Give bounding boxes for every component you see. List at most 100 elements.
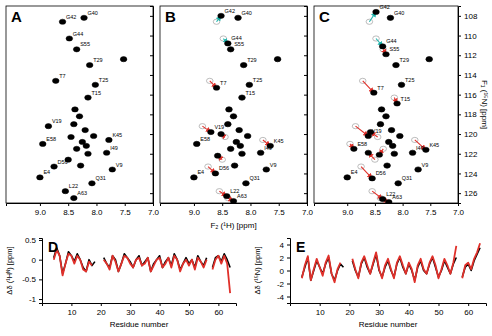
- x-axis: 102030405060: [43, 303, 237, 317]
- reference-peak: [227, 146, 234, 151]
- peak: [391, 151, 398, 156]
- tick: -2: [277, 280, 290, 289]
- axis-line: [150, 7, 154, 204]
- peak-label: A63: [392, 194, 402, 200]
- reference-peak: [398, 82, 405, 87]
- tick-label: 50: [185, 308, 194, 317]
- tick-label: 110: [464, 32, 477, 41]
- reference-peak: [384, 163, 391, 168]
- tick-mark: [304, 154, 307, 155]
- tick-label: 120: [464, 130, 478, 139]
- peak: [73, 146, 80, 151]
- plot-area: [344, 9, 433, 203]
- tick: 9.0: [35, 203, 47, 217]
- peak: [52, 78, 59, 83]
- tick-label: 8.0: [245, 208, 257, 217]
- reference-peak: [239, 151, 246, 156]
- tick-label: -2: [277, 280, 285, 289]
- tick: 8.0: [245, 203, 257, 217]
- reference-peak: [231, 163, 238, 168]
- plot-frame: [6, 6, 153, 203]
- x-axis-title: Residue number: [110, 320, 169, 329]
- peak: [76, 114, 83, 119]
- peak: [376, 152, 383, 157]
- peak: [243, 181, 250, 186]
- tick-mark: [160, 303, 161, 306]
- tick: 8.5: [63, 203, 75, 217]
- peak-label: G44: [386, 38, 396, 44]
- peak-label: V19: [372, 128, 382, 134]
- tick-label: 7.5: [425, 208, 437, 217]
- tick-mark: [287, 297, 290, 298]
- peak: [71, 195, 78, 200]
- panel-title: A: [11, 8, 22, 25]
- tick: [304, 55, 307, 56]
- y-axis: [304, 7, 308, 204]
- tick-mark: [150, 75, 153, 76]
- peak-label: T29: [93, 57, 102, 63]
- axis-line: [315, 204, 459, 207]
- peak: [393, 63, 400, 68]
- tick: [304, 75, 307, 76]
- tick-mark: [458, 154, 461, 155]
- tick: 7.5: [120, 203, 132, 217]
- tick-mark: [194, 203, 195, 206]
- peak: [230, 198, 237, 203]
- peak-labels: G42G40G44S55T29T7T25T15V19E58K45I49D56V9…: [197, 8, 283, 199]
- tick: [304, 95, 307, 96]
- tick-mark: [150, 114, 153, 115]
- tick-mark: [150, 55, 153, 56]
- peak: [109, 167, 116, 172]
- tick: [150, 154, 153, 155]
- tick-label: 108: [464, 12, 478, 21]
- peak: [415, 167, 422, 172]
- tick-label: 112: [464, 51, 477, 60]
- tick: 0: [280, 267, 290, 276]
- panel-title: E: [296, 239, 305, 255]
- peak-labels: G42G40G44S55T29T7T25T15V19E58K45I49D56V9…: [351, 4, 439, 200]
- axis-line: [287, 239, 291, 304]
- tick-label: 40: [405, 308, 414, 317]
- reference-peak: [239, 95, 246, 100]
- tick-label: 116: [464, 91, 477, 100]
- tick: 120: [458, 130, 478, 139]
- tick: 7.5: [274, 203, 286, 217]
- reference-peak: [237, 143, 244, 148]
- peak: [208, 129, 215, 134]
- tick-mark: [287, 258, 290, 259]
- tick: 60: [464, 303, 473, 317]
- tick-mark: [438, 303, 439, 306]
- axis-line: [43, 304, 237, 307]
- peak-label: E4: [43, 169, 50, 175]
- y-axis-title: F₁ (¹⁵N) [ppm]: [480, 80, 489, 129]
- tick-label: 20: [97, 308, 106, 317]
- peak: [85, 151, 92, 156]
- peak-label: K45: [112, 132, 122, 138]
- tick-label: 122: [464, 150, 478, 159]
- peak-label: E58: [357, 141, 367, 147]
- peak-label: T25: [405, 77, 414, 83]
- peak: [263, 167, 270, 172]
- peak: [218, 13, 225, 18]
- tick-mark: [304, 95, 307, 96]
- reference-peak: [344, 175, 351, 180]
- tick-mark: [349, 303, 350, 306]
- peak-label: T29: [399, 57, 408, 63]
- tick-mark: [375, 203, 376, 206]
- tick: [150, 75, 153, 76]
- tick-label: 50: [435, 308, 444, 317]
- tick: 7.0: [148, 203, 160, 217]
- tick-label: 0: [280, 267, 285, 276]
- peak-label: A63: [237, 193, 247, 199]
- y-axis-title: Δδ (¹Hᴺ) [ppm]: [5, 246, 14, 294]
- tick-mark: [304, 16, 307, 17]
- peak-label: S55: [80, 41, 90, 47]
- peak: [246, 82, 253, 87]
- peak: [85, 95, 92, 100]
- reference-peak: [378, 107, 385, 112]
- peak-label: K45: [274, 138, 284, 144]
- x-axis: 9.08.58.07.57.0: [161, 203, 314, 217]
- tick: 60: [214, 303, 223, 317]
- peak-label: T15: [401, 96, 410, 102]
- tick-mark: [125, 203, 126, 206]
